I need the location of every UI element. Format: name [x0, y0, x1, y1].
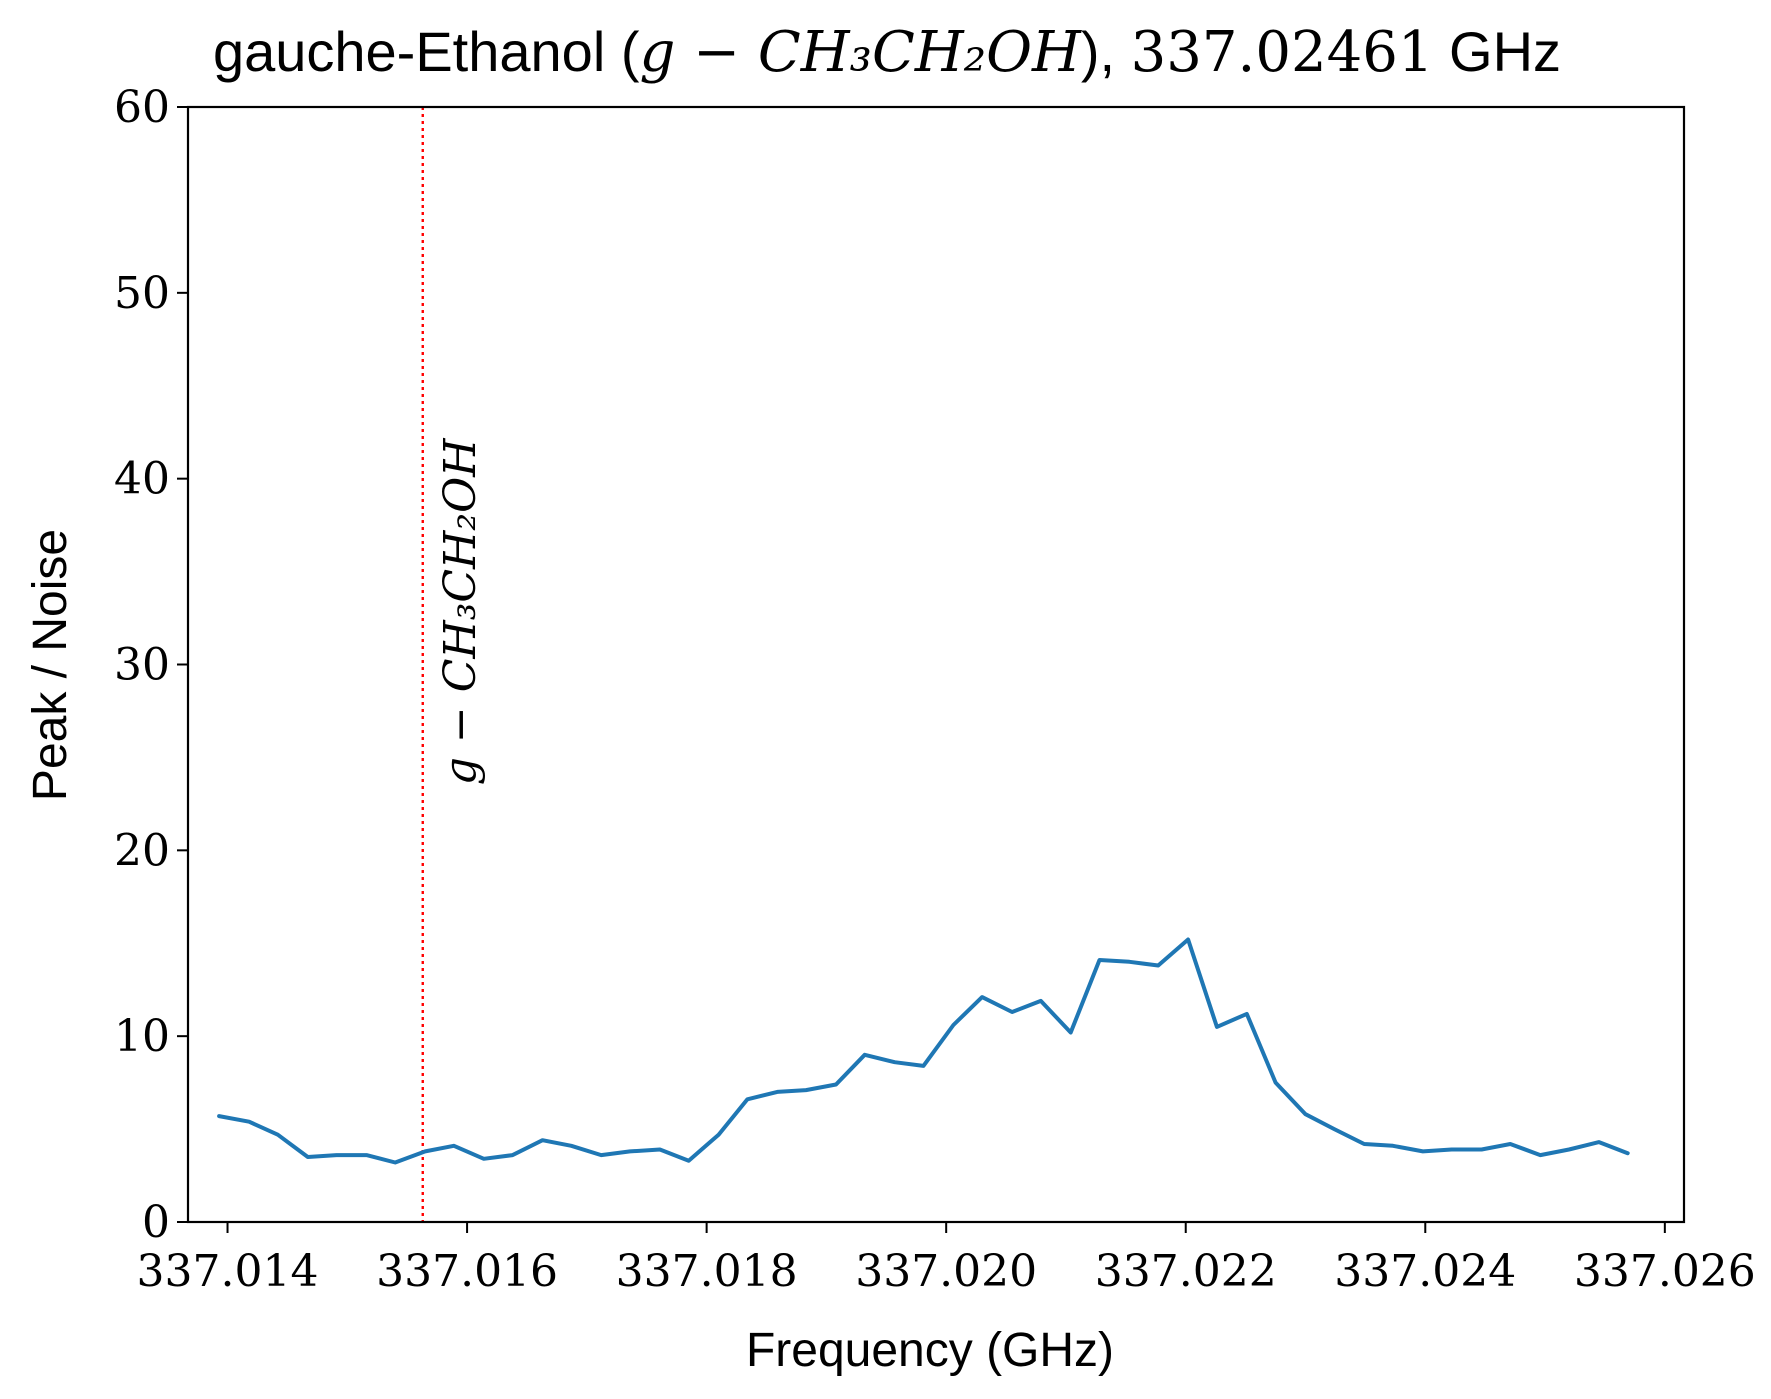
x-tick-label: 337.024 — [1334, 1246, 1516, 1297]
x-tick-label: 337.026 — [1574, 1246, 1756, 1297]
x-axis-label: Frequency (GHz) — [746, 1324, 1114, 1377]
y-tick-label: 20 — [114, 825, 170, 876]
title-frequency: 337.02461 — [1131, 20, 1434, 85]
title-suffix: GHz — [1433, 20, 1561, 83]
y-tick-label: 0 — [142, 1197, 170, 1248]
y-tick-label: 40 — [114, 454, 170, 505]
chart-title: gauche-Ethanol (g − CH₃CH₂OH), 337.02461… — [213, 20, 1561, 85]
title-prefix: gauche-Ethanol ( — [213, 20, 640, 83]
reference-line-label: g − CH₃CH₂OH — [435, 437, 486, 785]
annotations-layer: g − CH₃CH₂OH — [421, 107, 486, 1222]
y-axis-ticks: 0 10 20 30 40 50 60 — [114, 82, 188, 1248]
series-line — [217, 937, 1630, 1165]
y-tick-label: 50 — [114, 268, 170, 319]
y-axis-label: Peak / Noise — [24, 529, 77, 801]
title-middle: ), — [1081, 20, 1131, 83]
x-axis-ticks: 337.014 337.016 337.018 337.020 337.022 337.0… — [137, 1222, 1756, 1297]
x-tick-label: 337.016 — [376, 1246, 558, 1297]
x-tick-label: 337.022 — [1095, 1246, 1277, 1297]
x-tick-label: 337.014 — [137, 1246, 319, 1297]
y-tick-label: 10 — [114, 1011, 170, 1062]
plot-frame — [186, 105, 1686, 1224]
series-layer — [217, 937, 1630, 1165]
y-tick-label: 30 — [114, 640, 170, 691]
x-tick-label: 337.018 — [616, 1246, 798, 1297]
title-formula: g − CH₃CH₂OH — [639, 20, 1082, 85]
x-tick-label: 337.020 — [855, 1246, 1037, 1297]
y-tick-label: 60 — [114, 82, 170, 133]
